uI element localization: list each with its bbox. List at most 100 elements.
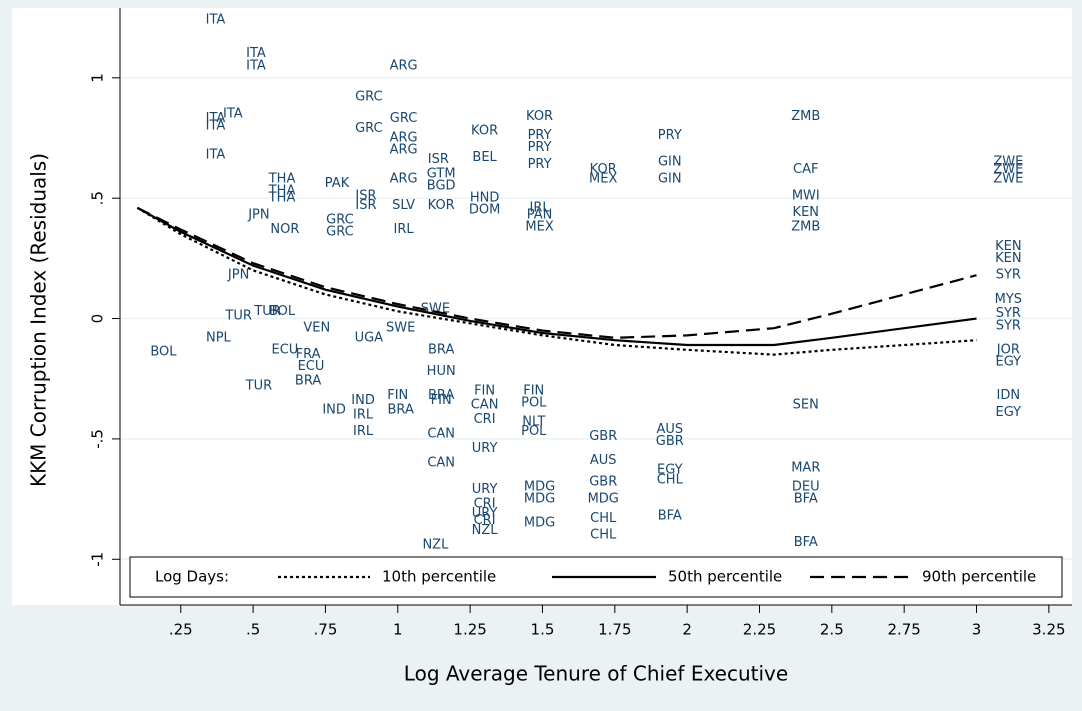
point-label: GTM <box>427 167 456 182</box>
point-label: CHL <box>590 511 617 526</box>
point-label: PRY <box>528 128 552 143</box>
point-label: VEN <box>303 321 330 336</box>
point-label: EGY <box>657 463 683 478</box>
point-label: URY <box>472 441 498 456</box>
point-label: BOL <box>150 345 177 360</box>
trend-line <box>136 206 977 356</box>
point-label: GRC <box>355 121 383 136</box>
point-label: BOL <box>269 304 296 319</box>
point-label: THA <box>268 191 296 206</box>
trend-line <box>136 206 977 347</box>
point-label: IND <box>322 403 346 418</box>
x-tick-label: 1.5 <box>531 621 555 639</box>
point-label: KEN <box>793 205 819 220</box>
point-label: POL <box>521 395 547 410</box>
point-label: SWE <box>386 321 415 336</box>
x-tick-label: .5 <box>246 621 260 639</box>
point-label: ISR <box>355 198 376 213</box>
point-label: BRA <box>428 342 454 357</box>
y-tick-label: -.5 <box>89 429 107 449</box>
x-tick-label: 2.25 <box>743 621 776 639</box>
point-label: CAN <box>427 455 455 470</box>
point-label: IRL <box>353 407 374 422</box>
point-label: NZL <box>422 537 449 552</box>
point-label: PRY <box>528 140 552 155</box>
point-label: AUS <box>590 453 617 468</box>
point-label: AUS <box>656 422 683 437</box>
point-label: EGY <box>996 354 1022 369</box>
x-tick-label: .75 <box>314 621 338 639</box>
point-label: ISR <box>355 188 376 203</box>
point-label: SYR <box>996 268 1021 283</box>
point-label: IRL <box>353 424 374 439</box>
point-label: FIN <box>474 383 495 398</box>
point-label: ECU <box>298 359 325 374</box>
point-label: ARG <box>390 58 418 73</box>
legend: Log Days: 10th percentile 50th percentile… <box>129 556 1063 598</box>
point-label: KOR <box>526 109 553 124</box>
x-axis-title: Log Average Tenure of Chief Executive <box>404 662 788 686</box>
point-label: BRA <box>295 374 321 389</box>
point-label: SLV <box>392 198 415 213</box>
point-label: IRL <box>394 222 415 237</box>
point-label: PAK <box>325 176 350 191</box>
point-label: GRC <box>326 212 354 227</box>
point-label: FIN <box>387 388 408 403</box>
point-label: UGA <box>355 330 384 345</box>
point-label: TUR <box>224 309 252 324</box>
point-label: GBR <box>589 475 617 490</box>
point-label: SYR <box>996 318 1021 333</box>
point-label: ITA <box>246 46 266 61</box>
legend-label: 90th percentile <box>922 568 1036 586</box>
point-label: MEX <box>525 220 553 235</box>
point-label: GBR <box>589 429 617 444</box>
point-label: ECU <box>272 342 299 357</box>
x-tick-label: 3.25 <box>1032 621 1065 639</box>
point-label: ISR <box>428 152 449 167</box>
point-label: FIN <box>431 393 452 408</box>
point-label: THA <box>268 183 296 198</box>
point-label: TUR <box>245 378 273 393</box>
plot-area <box>12 8 1072 605</box>
point-label: NOR <box>270 222 299 237</box>
point-label: KOR <box>590 162 617 177</box>
point-label: CRI <box>474 412 496 427</box>
x-tick-label: 1 <box>393 621 403 639</box>
point-label: BFA <box>794 492 818 507</box>
point-label: IRL <box>530 200 551 215</box>
point-label: EGY <box>996 405 1022 420</box>
point-label: GIN <box>658 171 682 186</box>
point-label: MDG <box>524 480 555 495</box>
point-label: ZMB <box>791 220 820 235</box>
point-label: ZMB <box>791 109 820 124</box>
point-label: BRA <box>428 388 454 403</box>
point-label: MDG <box>524 516 555 531</box>
point-label: SYR <box>996 306 1021 321</box>
point-label: URY <box>472 506 498 521</box>
point-label: ARG <box>390 171 418 186</box>
point-label: NZL <box>472 523 499 538</box>
point-label: CRI <box>474 513 496 528</box>
point-label: GRC <box>355 90 383 105</box>
point-label: IDN <box>997 388 1021 403</box>
point-label: MYS <box>995 292 1022 307</box>
point-label: ITA <box>223 106 243 121</box>
point-label: POL <box>521 424 547 439</box>
point-label: ZWE <box>993 171 1023 186</box>
point-label: KEN <box>995 239 1021 254</box>
y-tick-label: 0 <box>89 314 107 324</box>
point-label: JPN <box>247 208 269 223</box>
point-label: KOR <box>428 198 455 213</box>
legend-label: 50th percentile <box>668 568 782 586</box>
y-tick-label: -1 <box>89 552 107 567</box>
point-label: TUR <box>253 304 281 319</box>
ticks: -1-.50.51.25.5.75 1 1.25 1.5 1.75 2 2.25 2.5 2.7… <box>89 73 1066 638</box>
point-label: MDG <box>588 492 619 507</box>
x-tick-label: 3 <box>972 621 982 639</box>
legend-title: Log Days: <box>155 568 229 586</box>
point-label: BRA <box>388 403 414 418</box>
point-label: KEN <box>995 251 1021 266</box>
point-label: NLT <box>522 415 545 430</box>
point-label: ITA <box>206 118 226 133</box>
point-label: ITA <box>206 13 226 28</box>
